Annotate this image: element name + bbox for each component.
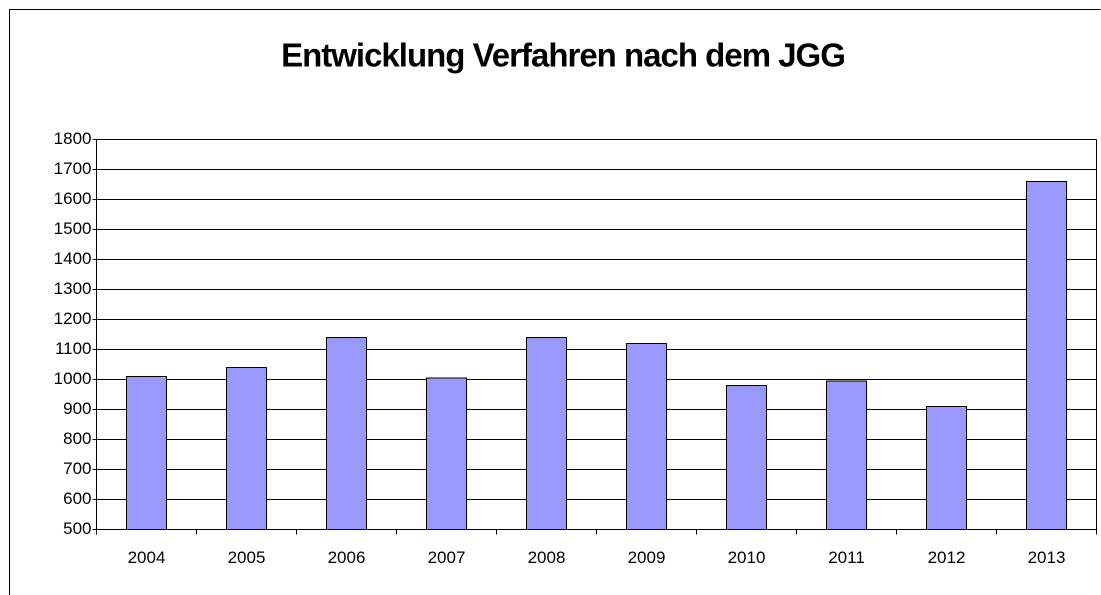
x-tick-label: 2013 — [1028, 548, 1066, 567]
bar — [326, 337, 367, 530]
bar — [726, 385, 767, 530]
y-tick-label: 500 — [63, 519, 91, 538]
x-tick-label: 2007 — [428, 548, 466, 567]
y-tick-label: 900 — [63, 399, 91, 418]
x-tick-label: 2012 — [928, 548, 966, 567]
y-tick-label: 1300 — [54, 279, 92, 298]
y-tick-label: 600 — [63, 489, 91, 508]
y-tick-label: 1100 — [55, 339, 92, 358]
y-tick-label: 1700 — [54, 159, 92, 178]
x-tick-label: 2008 — [528, 548, 566, 567]
bar — [526, 337, 567, 530]
y-tick-label: 1800 — [54, 129, 92, 148]
y-tick-label: 1500 — [54, 219, 92, 238]
chart-title: Entwicklung Verfahren nach dem JGG — [281, 37, 845, 74]
x-tick-label: 2004 — [128, 548, 166, 567]
chart-frame — [9, 9, 1101, 595]
x-tick-label: 2010 — [728, 548, 766, 567]
y-tick-label: 700 — [63, 459, 91, 478]
bar — [1026, 181, 1067, 530]
x-tick-label: 2011 — [828, 548, 865, 567]
bar — [926, 406, 967, 530]
x-tick-label: 2006 — [328, 548, 366, 567]
y-tick-label: 800 — [63, 429, 91, 448]
bar — [126, 376, 167, 530]
bar — [626, 343, 667, 530]
y-tick-label: 1400 — [54, 249, 92, 268]
y-tick-label: 1000 — [54, 369, 92, 388]
bar — [226, 367, 267, 530]
y-tick-label: 1600 — [54, 189, 92, 208]
bar — [426, 377, 467, 530]
bar — [826, 380, 867, 530]
y-tick-label: 1200 — [54, 309, 92, 328]
x-tick-label: 2009 — [628, 548, 666, 567]
x-tick-label: 2005 — [228, 548, 266, 567]
